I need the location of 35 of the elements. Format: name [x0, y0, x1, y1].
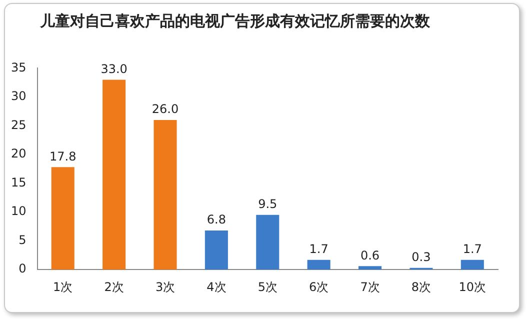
bar	[102, 80, 126, 270]
x-tick-label: 3次	[155, 280, 176, 294]
x-tick-label: 10次	[458, 280, 486, 294]
x-tick-label: 6次	[309, 280, 329, 294]
data-label: 9.5	[258, 197, 278, 212]
data-label: 0.3	[412, 250, 431, 264]
x-tick-label: 8次	[411, 280, 432, 294]
x-tick-label: 2次	[104, 280, 124, 294]
x-tick-label: 1次	[53, 280, 73, 294]
bar	[256, 214, 280, 270]
x-tick-label: 7次	[360, 280, 380, 294]
data-label: 1.7	[462, 242, 482, 256]
data-label: 1.7	[309, 242, 328, 256]
data-label: 33.0	[100, 62, 128, 76]
chart-title: 儿童对自己喜欢产品的电视广告形成有效记忆所需要的次数	[40, 11, 431, 32]
y-tick-label: 0	[18, 262, 26, 276]
bar	[204, 230, 228, 270]
y-tick-label: 10	[10, 204, 26, 218]
x-tick-label: 4次	[206, 280, 226, 294]
x-tick-label: 5次	[258, 280, 278, 294]
data-label: 6.8	[206, 212, 226, 227]
data-label: 17.8	[50, 149, 76, 164]
y-tick-label: 30	[10, 89, 26, 104]
data-label: 0.6	[360, 248, 380, 262]
y-tick-label: 15	[10, 175, 26, 190]
bar	[154, 120, 177, 270]
bar	[51, 167, 74, 270]
bar	[307, 260, 330, 270]
y-tick-label: 25	[10, 118, 26, 132]
y-tick-label: 20	[10, 146, 26, 161]
y-tick-label: 35	[10, 60, 26, 74]
y-tick-label: 5	[18, 232, 26, 247]
bar	[358, 266, 382, 270]
data-label: 26.0	[152, 102, 179, 116]
bar	[460, 260, 484, 270]
